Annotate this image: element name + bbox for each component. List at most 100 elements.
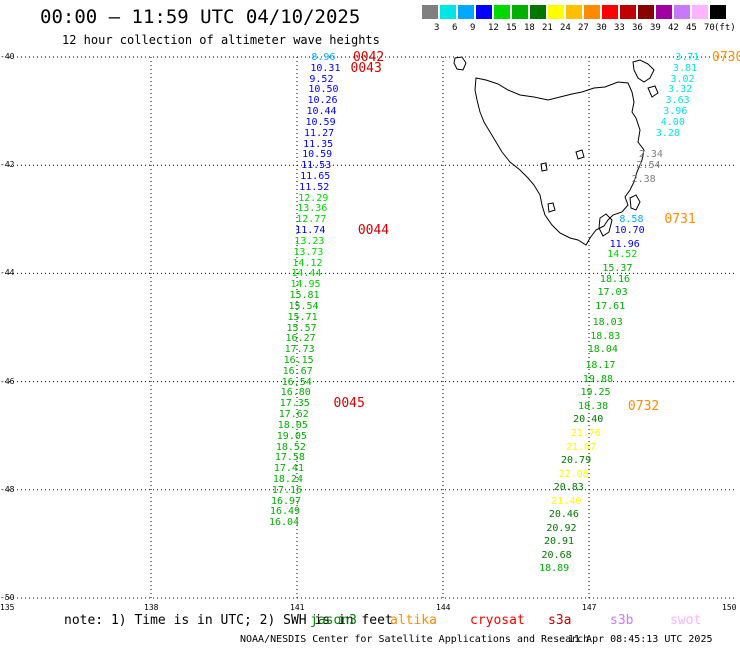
wave-height-value: 21.67	[565, 441, 596, 453]
wave-height-value: 15.54	[288, 300, 319, 312]
legend-label: 3	[434, 23, 440, 33]
wave-height-value: 14.95	[290, 279, 321, 291]
legend-swatch	[602, 5, 618, 19]
legend-swatch	[512, 5, 528, 19]
legend-swatch	[566, 5, 582, 19]
latitude-tick: -48	[0, 484, 15, 494]
wave-height-value: 20.91	[543, 536, 575, 548]
longitude-tick: 144	[436, 603, 451, 612]
legend-unit: (ft)	[714, 23, 736, 33]
wave-height-value: 17.62	[278, 409, 309, 421]
wave-height-value: 3.63	[665, 95, 690, 107]
wave-height-value: 16.04	[269, 517, 300, 529]
wave-height-value: 18.04	[587, 344, 618, 356]
legend-swatch	[548, 5, 564, 19]
wave-height-value: 20.46	[548, 509, 579, 521]
legend-label: 33	[614, 23, 625, 33]
latitude-tick: -40	[0, 52, 15, 61]
footer-note: note: 1) Time is in UTC; 2) SWH is in fe…	[64, 613, 393, 628]
wave-height-value: 15.37	[602, 262, 633, 274]
legend-swatch	[638, 5, 654, 19]
wave-height-value: 10.59	[305, 116, 336, 128]
wave-height-value: 18.83	[590, 330, 621, 342]
wave-height-value: 10.44	[306, 106, 337, 118]
satellite-legend-item: s3b	[610, 613, 634, 628]
legend-swatch	[458, 5, 474, 19]
wave-height-value: 20.83	[553, 482, 584, 494]
wave-height-value: 12.77	[296, 214, 327, 226]
wave-height-value: 13.36	[297, 203, 328, 215]
legend-label: 30	[596, 23, 607, 33]
wave-height-value: 18.03	[592, 317, 623, 329]
wave-height-value: 16.54	[281, 376, 312, 388]
legend-label: 18	[524, 23, 535, 33]
wave-height-value: 18.17	[585, 360, 616, 372]
legend-label: 36	[632, 23, 643, 33]
wave-height-value: 16.27	[285, 333, 316, 345]
legend-label: 24	[560, 23, 571, 33]
legend-swatch	[656, 5, 672, 19]
wave-height-value: 15.71	[287, 311, 318, 323]
latitude-tick: -42	[0, 160, 15, 170]
wave-height-value: 17.58	[274, 452, 305, 464]
legend-swatch	[530, 5, 546, 19]
wave-height-value: 3.32	[668, 84, 693, 96]
page-subtitle: 12 hour collection of altimeter wave hei…	[62, 33, 380, 47]
wave-height-value: 10.70	[614, 225, 645, 237]
wave-height-value: 14.52	[607, 249, 638, 261]
legend-label: 39	[650, 23, 661, 33]
wave-height-value: 14.12	[292, 257, 323, 269]
small-island-3	[547, 202, 556, 213]
legend-label: 6	[452, 23, 458, 33]
satellite-legend-item: jason3	[310, 613, 357, 628]
legend-swatch	[710, 5, 726, 19]
wave-height-value: 19.25	[580, 387, 611, 399]
pass-time-label: 0044	[357, 223, 390, 239]
wave-height-value: 11.65	[300, 171, 331, 183]
wave-height-value: 20.68	[541, 549, 572, 561]
wave-height-value: 18.16	[599, 273, 631, 285]
wave-height-value: 16.80	[280, 387, 311, 399]
pass-time-label: 0042	[352, 50, 385, 65]
wave-height-value: 11.27	[304, 127, 335, 139]
pass-time-label: 0731	[664, 212, 696, 228]
wave-height-value: 21.40	[551, 495, 582, 507]
wave-height-value: 14.44	[291, 268, 322, 280]
wave-height-value: 2.34	[638, 149, 663, 161]
wave-height-value: 2.54	[636, 160, 661, 172]
wave-height-value: 3.81	[672, 62, 698, 74]
wave-height-value: 2.38	[631, 173, 656, 185]
legend-label: 21	[542, 23, 553, 33]
wave-height-value: 11.52	[299, 181, 330, 193]
latitude-tick: -44	[0, 268, 15, 278]
wave-height-value: 16.15	[283, 354, 314, 366]
longitude-tick: 147	[582, 603, 597, 612]
satellite-legend-item: s3a	[548, 613, 572, 628]
wave-height-value: 18.52	[275, 441, 306, 453]
legend-label: 42	[668, 23, 679, 33]
wave-height-value: 13.23	[294, 235, 325, 247]
wave-height-value: 18.24	[272, 473, 303, 485]
wave-height-value: 22.08	[558, 468, 589, 480]
wave-height-value: 15.81	[289, 290, 320, 302]
wave-height-value: 12.29	[298, 192, 329, 204]
legend-label: 45	[686, 23, 697, 33]
legend-swatch	[494, 5, 510, 19]
wave-height-value: 4.00	[660, 116, 685, 128]
tasmania-outline	[474, 77, 645, 246]
wave-height-value: 10.59	[302, 149, 333, 161]
legend-swatch	[584, 5, 600, 19]
generation-timestamp: 11 Apr 08:45:13 UTC 2025	[568, 634, 713, 645]
wave-height-value: 17.03	[597, 287, 628, 299]
wave-height-value: 11.53	[301, 160, 332, 172]
wave-height-value: 21.76	[570, 427, 601, 439]
legend-swatch	[476, 5, 492, 19]
legend-label: 70	[704, 23, 715, 33]
legend-swatch	[674, 5, 690, 19]
legend-swatch	[440, 5, 456, 19]
longitude-tick: 135	[0, 603, 15, 612]
credit-line: NOAA/NESDIS Center for Satellite Applica…	[240, 634, 590, 645]
wave-height-value: 10.26	[307, 95, 338, 107]
wave-height-value: 19.88	[582, 373, 613, 385]
